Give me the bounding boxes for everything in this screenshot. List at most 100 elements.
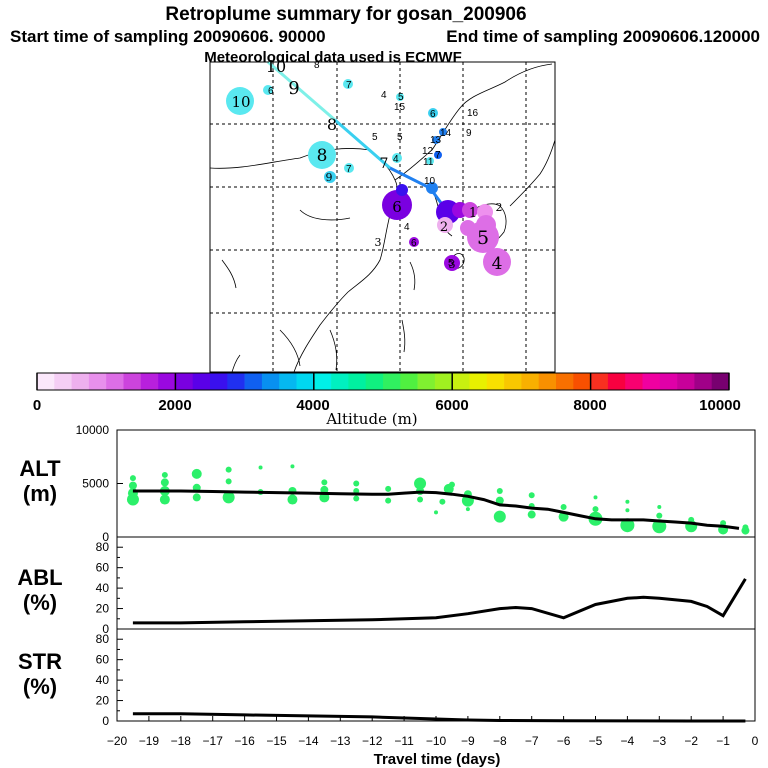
alt-point <box>258 465 263 470</box>
svg-text:7: 7 <box>435 150 441 161</box>
colorbar-tick-label: 6000 <box>435 397 468 414</box>
x-tick-label: −3 <box>652 734 666 748</box>
x-axis-label: Travel time (days) <box>374 751 501 768</box>
colorbar-swatch <box>54 373 72 390</box>
alt-point <box>652 519 667 534</box>
colorbar-swatch <box>37 373 55 390</box>
x-tick-label: −6 <box>557 734 571 748</box>
colorbar-swatch <box>175 373 193 390</box>
y-tick-label: 0 <box>102 530 109 544</box>
abl-line <box>132 578 747 625</box>
alt-point <box>225 466 232 473</box>
x-tick-label: −9 <box>461 734 475 748</box>
str-frame <box>116 628 756 722</box>
trajectory-segment-1 <box>267 60 336 122</box>
plume-circles <box>226 79 511 276</box>
svg-text:9: 9 <box>466 128 472 139</box>
x-tick-label: −15 <box>266 734 287 748</box>
alt-point <box>528 492 535 499</box>
colorbar-swatch <box>607 373 626 390</box>
map-labels: 10 9 8 10 8 9 7 6 5 4 3 2 1 2 3 <box>231 57 502 274</box>
alt-yticks: 0 5000 10000 <box>76 423 123 544</box>
str-ylabel-2: (%) <box>23 674 57 699</box>
svg-text:5: 5 <box>398 92 404 103</box>
colorbar-swatch <box>71 373 90 390</box>
abl-ylabel-2: (%) <box>23 590 57 615</box>
x-tick-label: −11 <box>394 734 414 748</box>
alt-point <box>560 504 567 511</box>
x-tick-label: −5 <box>589 734 603 748</box>
alt-mean-line <box>132 489 740 530</box>
alt-point <box>625 499 630 504</box>
map-label: 9 <box>326 171 333 184</box>
colorbar-swatch <box>88 373 107 390</box>
alt-point <box>657 505 662 510</box>
map-frame <box>209 61 556 373</box>
colorbar-swatch <box>158 373 176 390</box>
alt-point <box>385 485 392 492</box>
map-label: 7 <box>380 156 389 172</box>
alt-point <box>620 518 635 533</box>
alt-point <box>465 507 470 512</box>
map-label: 2 <box>440 220 448 235</box>
y-tick-label: 80 <box>96 540 110 554</box>
svg-text:14: 14 <box>440 128 452 139</box>
map-label: 9 <box>288 78 299 99</box>
colorbar-swatch <box>625 373 643 390</box>
y-tick-label: 10000 <box>76 423 110 437</box>
colorbar-swatch <box>383 373 401 390</box>
alt-point <box>720 520 727 527</box>
colorbar-swatch <box>365 373 384 390</box>
x-tick-label: −17 <box>203 734 224 748</box>
alt-point <box>353 480 360 487</box>
x-tick-label: −20 <box>107 734 128 748</box>
y-tick-label: 60 <box>96 561 110 575</box>
colorbar-swatch <box>538 373 557 390</box>
svg-text:5: 5 <box>448 258 454 269</box>
svg-text:7: 7 <box>346 80 352 91</box>
abl-ylabel-1: ABL <box>17 565 62 590</box>
y-tick-label: 20 <box>96 602 110 616</box>
alt-point <box>742 524 749 531</box>
alt-point <box>287 494 298 505</box>
colorbar-swatch <box>227 373 245 390</box>
colorbar-tick-label: 0 <box>33 397 41 414</box>
alt-point <box>225 478 232 485</box>
colorbar-swatch <box>556 373 574 390</box>
alt-point <box>129 475 136 482</box>
alt-point <box>495 496 504 505</box>
x-tick-label: 0 <box>752 734 759 748</box>
colorbar-swatch <box>694 373 712 390</box>
colorbar-swatch <box>573 373 591 390</box>
y-tick-label: 0 <box>102 622 109 636</box>
map-grid <box>210 62 555 372</box>
colorbar-label: Altitude (m) <box>325 410 417 428</box>
map-label: 3 <box>449 258 456 271</box>
y-tick-label: 40 <box>96 673 110 687</box>
svg-text:7: 7 <box>346 164 352 175</box>
str-line <box>132 712 746 723</box>
map-label: 10 <box>231 93 250 111</box>
abl-panel: ABL (%) 0 20 40 60 80 <box>17 536 756 636</box>
colorbar-swatch <box>279 373 297 390</box>
alt-point <box>290 464 295 469</box>
alt-point <box>625 508 630 513</box>
colorbar-swatch <box>659 373 678 390</box>
alt-point <box>434 510 438 515</box>
alt-point <box>496 487 503 494</box>
alt-point <box>161 471 168 478</box>
colorbar-swatch <box>504 373 522 390</box>
x-axis-ticks: −20 −19 −18 −17 −16 −15 −14 −13 −12 −11 −10 −9 −8 −7−… <box>107 716 759 748</box>
svg-text:11: 11 <box>423 157 434 168</box>
x-tick-label: −16 <box>234 734 255 748</box>
colorbar-swatch <box>331 373 349 390</box>
colorbar-tick-label: 8000 <box>573 397 606 414</box>
alt-point <box>321 479 328 486</box>
alt-panel: ALT (m) 0 5000 10000 <box>19 423 756 544</box>
alt-point <box>448 481 455 488</box>
alt-points <box>126 464 750 535</box>
x-tick-label: −10 <box>426 734 447 748</box>
svg-text:6: 6 <box>411 238 417 249</box>
